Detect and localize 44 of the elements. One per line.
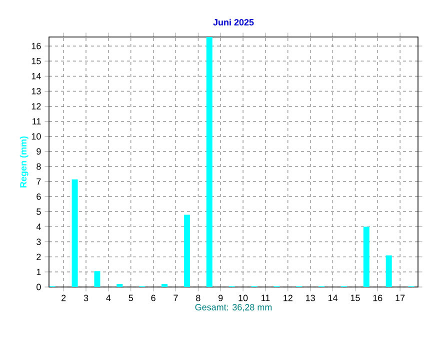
y-tick-label: 2 (36, 254, 41, 260)
x-tick-label: 11 (261, 294, 270, 301)
bar (184, 214, 190, 287)
bar (94, 271, 100, 287)
bar (363, 226, 370, 287)
y-tick-label: 11 (32, 118, 41, 124)
bar (162, 284, 168, 287)
bar (206, 36, 212, 287)
x-tick-label: 16 (373, 294, 382, 302)
chart-title: Juni 2025 (213, 18, 254, 26)
x-tick-label: 6 (151, 294, 156, 302)
y-tick-label: 7 (36, 178, 41, 185)
y-tick-label: 16 (32, 42, 41, 50)
x-tick-label: 7 (174, 294, 178, 301)
x-tick-label: 3 (84, 294, 88, 302)
x-axis-title: Gesamt: 36,28 mm (195, 304, 272, 312)
y-tick-label: 4 (36, 224, 41, 230)
y-tick-label: 13 (32, 88, 41, 94)
x-tick-label: 15 (350, 294, 360, 302)
x-tick-label: 17 (396, 294, 405, 301)
y-tick-label: 1 (36, 268, 41, 276)
x-tick-label: 12 (284, 294, 292, 302)
y-tick-label: 12 (32, 103, 41, 110)
x-tick-label: 13 (306, 294, 315, 302)
y-tick-label: 6 (36, 193, 41, 200)
y-axis-title: Regen (mm) (20, 136, 28, 188)
x-tick-label: 14 (328, 294, 338, 301)
x-tick-label: 4 (106, 294, 111, 301)
y-tick-label: 9 (36, 148, 41, 155)
x-tick-label: 8 (196, 294, 200, 302)
y-tick-label: 5 (36, 208, 41, 215)
bar (386, 255, 392, 287)
y-tick-label: 8 (36, 163, 41, 170)
x-tick-label: 10 (238, 294, 248, 302)
x-tick-label: 9 (218, 294, 223, 302)
y-tick-label: 0 (36, 284, 41, 290)
y-tick-label: 15 (32, 58, 41, 64)
y-tick-label: 10 (32, 133, 41, 140)
bar (116, 284, 123, 287)
x-tick-label: 5 (128, 294, 133, 302)
y-tick-label: 14 (32, 73, 41, 80)
y-tick-label: 3 (36, 238, 41, 246)
x-tick-label: 2 (62, 294, 66, 302)
bar (72, 179, 78, 287)
